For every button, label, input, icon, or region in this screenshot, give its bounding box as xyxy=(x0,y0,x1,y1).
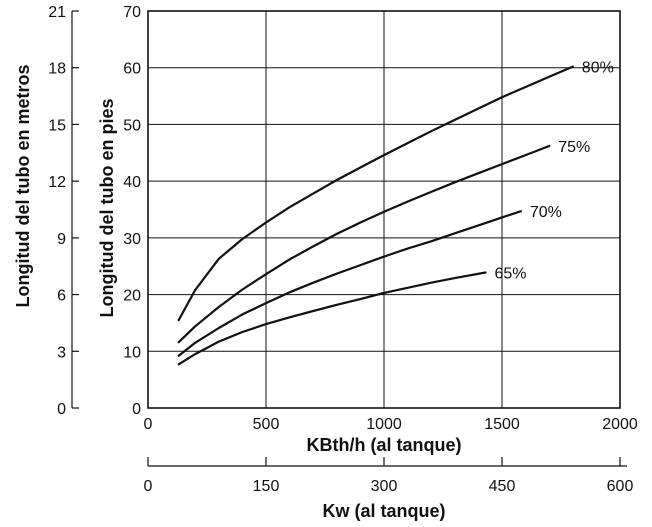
x-tick-label: 1000 xyxy=(366,416,402,433)
series-line xyxy=(177,271,487,366)
series-line xyxy=(177,65,574,322)
y-tick-label: 10 xyxy=(123,344,141,361)
y-secondary-tick-label: 18 xyxy=(48,61,66,78)
series-label: 80% xyxy=(582,60,614,77)
y-axis-title-secondary: Longitud del tubo en metros xyxy=(13,65,33,308)
x-tick-label: 0 xyxy=(144,416,153,433)
x-axis-title-secondary: Kw (al tanque) xyxy=(322,501,445,521)
y-secondary-tick-label: 12 xyxy=(48,174,66,191)
x-secondary-tick-label: 600 xyxy=(607,478,634,495)
y-secondary-tick-label: 9 xyxy=(57,231,66,248)
x-tick-label: 1500 xyxy=(484,416,520,433)
series-line xyxy=(177,210,522,357)
y-secondary-tick-label: 21 xyxy=(48,4,66,21)
y-secondary-tick-label: 0 xyxy=(57,401,66,418)
y-tick-label: 20 xyxy=(123,288,141,305)
y-tick-label: 30 xyxy=(123,231,141,248)
x-secondary-tick-label: 150 xyxy=(253,478,280,495)
x-axis-title-primary: KBth/h (al tanque) xyxy=(307,435,462,455)
y-tick-label: 40 xyxy=(123,174,141,191)
plot-frame xyxy=(147,10,621,409)
y-tick-label: 70 xyxy=(123,4,141,21)
y-tick-label: 0 xyxy=(132,401,141,418)
axes-layer: 0 500 1000 1500 2000010203040506070036912151… xyxy=(48,4,638,495)
y-secondary-tick-label: 15 xyxy=(48,117,66,134)
series-label: 65% xyxy=(494,265,526,282)
x-secondary-tick-label: 300 xyxy=(371,478,398,495)
y-secondary-tick-label: 6 xyxy=(57,288,66,305)
y-tick-label: 60 xyxy=(123,61,141,78)
series-line xyxy=(177,144,551,344)
x-secondary-tick-label: 450 xyxy=(489,478,516,495)
x-secondary-tick-label: 0 xyxy=(144,478,153,495)
series-label: 70% xyxy=(530,204,562,221)
series-layer: 80% 75% 70% 65% xyxy=(177,60,614,366)
series-label: 75% xyxy=(558,139,590,156)
y-tick-label: 50 xyxy=(123,117,141,134)
x-tick-label: 500 xyxy=(253,416,280,433)
y-secondary-tick-label: 3 xyxy=(57,344,66,361)
y-axis-title-primary: Longitud del tubo en pies xyxy=(97,99,117,318)
x-tick-label: 2000 xyxy=(602,416,638,433)
grid-lines xyxy=(148,11,620,408)
